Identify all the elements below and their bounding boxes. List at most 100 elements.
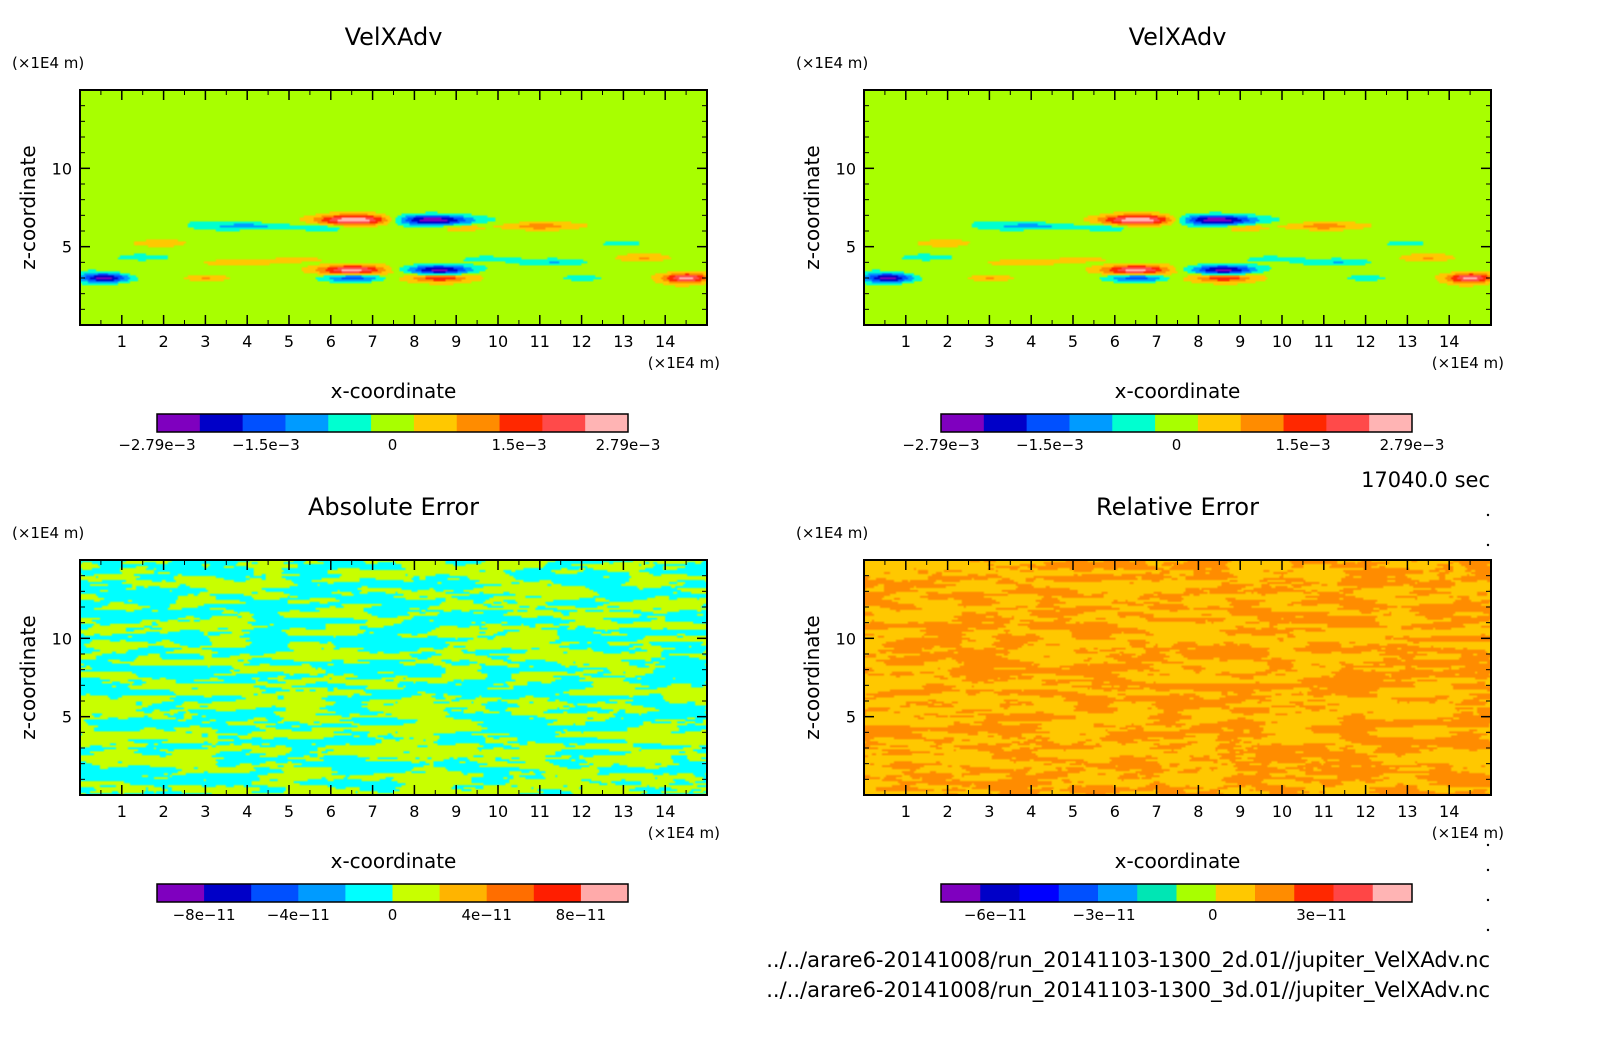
heatmap-field (864, 560, 1491, 795)
y-axis-label: z-coordinate (800, 145, 824, 269)
colorbar-tick-label: 3e−11 (1296, 906, 1346, 924)
colorbar-swatch (1294, 884, 1334, 902)
x-tick-label: 2 (159, 332, 169, 351)
colorbar-swatch (941, 884, 981, 902)
colorbar-tick-label: 8e−11 (556, 906, 606, 924)
colorbar-swatch (1369, 414, 1413, 432)
x-tick-label: 8 (1193, 802, 1203, 821)
colorbar: −8e−11 −4e−11 0 4e−11 8e−11 (156, 883, 629, 924)
colorbar-swatch (1069, 414, 1113, 432)
x-tick-label: 1 (901, 802, 911, 821)
x-tick-label: 7 (368, 332, 378, 351)
x-tick-label: 5 (284, 332, 294, 351)
x-unit-label: (×1E4 m) (648, 354, 720, 372)
x-tick-label: 13 (613, 802, 633, 821)
colorbar-swatch (1240, 414, 1285, 432)
heatmap-field (80, 560, 707, 795)
colorbar-tick-label: −4e−11 (267, 906, 330, 924)
x-tick-label: 5 (1068, 332, 1078, 351)
colorbar-tick-label: 1.5e−3 (492, 436, 547, 454)
colorbar-tick-label: 0 (1172, 436, 1182, 454)
colorbar-tick-label: 0 (1208, 906, 1218, 924)
colorbar-tick-label: 2.79e−3 (596, 436, 661, 454)
dot-mark (1486, 898, 1490, 902)
x-tick-label: 13 (1397, 332, 1417, 351)
x-tick-label: 5 (1068, 802, 1078, 821)
y-unit-label: (×1E4 m) (796, 524, 868, 542)
colorbar-swatch (580, 884, 629, 902)
x-tick-label: 5 (284, 802, 294, 821)
x-tick-label: 9 (1235, 802, 1245, 821)
x-tick-label: 6 (1110, 332, 1120, 351)
colorbar-swatch (439, 884, 488, 902)
colorbar-swatch (499, 414, 543, 432)
colorbar-swatch (585, 414, 629, 432)
colorbar-swatch (1058, 884, 1099, 902)
x-tick-label: 2 (159, 802, 169, 821)
x-tick-label: 4 (242, 802, 252, 821)
x-tick-label: 4 (242, 332, 252, 351)
colorbar-swatch (486, 884, 535, 902)
colorbar-frame (156, 883, 629, 903)
chart-title: VelXAdv (345, 23, 443, 51)
colorbar-swatch (980, 884, 1020, 902)
x-tick-label: 10 (1272, 802, 1292, 821)
x-tick-label: 13 (613, 332, 633, 351)
x-tick-label: 10 (488, 802, 508, 821)
colorbar-swatch (1333, 884, 1374, 902)
x-tick-label: 2 (943, 802, 953, 821)
colorbar-swatch (542, 414, 586, 432)
colorbar-frame (940, 413, 1413, 433)
x-unit-label: (×1E4 m) (648, 824, 720, 842)
dot-mark (1486, 928, 1490, 932)
y-tick-label: 10 (52, 159, 72, 178)
colorbar-swatch (1372, 884, 1413, 902)
colorbar-swatch (1215, 884, 1256, 902)
colorbar-swatch (1019, 884, 1060, 902)
colorbar-swatch (204, 884, 252, 902)
colorbar-swatch (1155, 414, 1199, 432)
colorbar-tick-label: −1.5e−3 (1016, 436, 1084, 454)
x-tick-label: 9 (451, 332, 461, 351)
x-axis-label: x-coordinate (331, 849, 457, 873)
file-path-label: ../../arare6-20141008/run_20141103-1300_… (766, 948, 1490, 973)
chart-panel-2: VelXAdv(×1E4 m)1 2 3 4 5 6 7 8 9 10 11 12 13 14510(×1… (796, 23, 1504, 454)
x-tick-label: 2 (943, 332, 953, 351)
colorbar-tick-label: −2.79e−3 (902, 436, 979, 454)
colorbar-swatch (533, 884, 582, 902)
x-tick-label: 14 (1439, 332, 1459, 351)
colorbar-tick-label: 0 (388, 436, 398, 454)
colorbar-swatch (1197, 414, 1242, 432)
x-tick-label: 1 (117, 802, 127, 821)
colorbar-tick-label: −8e−11 (173, 906, 236, 924)
colorbar-tick-label: −2.79e−3 (118, 436, 195, 454)
x-tick-label: 8 (409, 332, 419, 351)
colorbar-frame (940, 883, 1413, 903)
colorbar-tick-label: −1.5e−3 (232, 436, 300, 454)
x-tick-label: 11 (530, 802, 550, 821)
x-tick-label: 11 (1314, 802, 1334, 821)
x-tick-label: 7 (368, 802, 378, 821)
colorbar-swatch (1112, 414, 1156, 432)
colorbar-swatch (157, 884, 205, 902)
colorbar-tick-label: 0 (388, 906, 398, 924)
y-axis-label: z-coordinate (16, 615, 40, 739)
colorbar-tick-label: 2.79e−3 (1380, 436, 1445, 454)
x-tick-label: 13 (1397, 802, 1417, 821)
file-path-label: ../../arare6-20141008/run_20141103-1300_… (766, 978, 1490, 1003)
x-tick-label: 1 (901, 332, 911, 351)
chart-title: Absolute Error (308, 493, 479, 521)
x-axis-label: x-coordinate (331, 379, 457, 403)
colorbar-swatch (242, 414, 286, 432)
x-tick-label: 3 (984, 332, 994, 351)
chart-panel-4: Relative Error(×1E4 m)1 2 3 4 5 6 7 8 9 10 11 12 13 1… (796, 493, 1504, 924)
chart-title: Relative Error (1096, 493, 1259, 521)
dot-mark (1486, 543, 1490, 547)
heatmap-field (80, 90, 707, 325)
colorbar-swatch (251, 884, 299, 902)
x-tick-label: 6 (326, 802, 336, 821)
colorbar-swatch (157, 414, 201, 432)
time-label: 17040.0 sec (1361, 468, 1490, 492)
y-unit-label: (×1E4 m) (12, 54, 84, 72)
